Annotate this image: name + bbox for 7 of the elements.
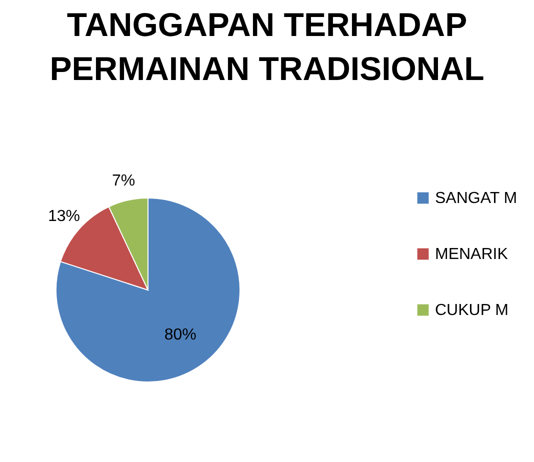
legend-label: MENARIK	[435, 246, 508, 263]
data-label: 13%	[48, 208, 80, 225]
legend-label: SANGAT M	[435, 190, 518, 207]
legend-label: CUKUP M	[435, 302, 508, 319]
chart-title: TANGGAPAN TERHADAP PERMAINAN TRADISIONAL	[50, 6, 484, 87]
data-label: 7%	[112, 172, 136, 190]
data-label: 80%	[164, 326, 196, 344]
